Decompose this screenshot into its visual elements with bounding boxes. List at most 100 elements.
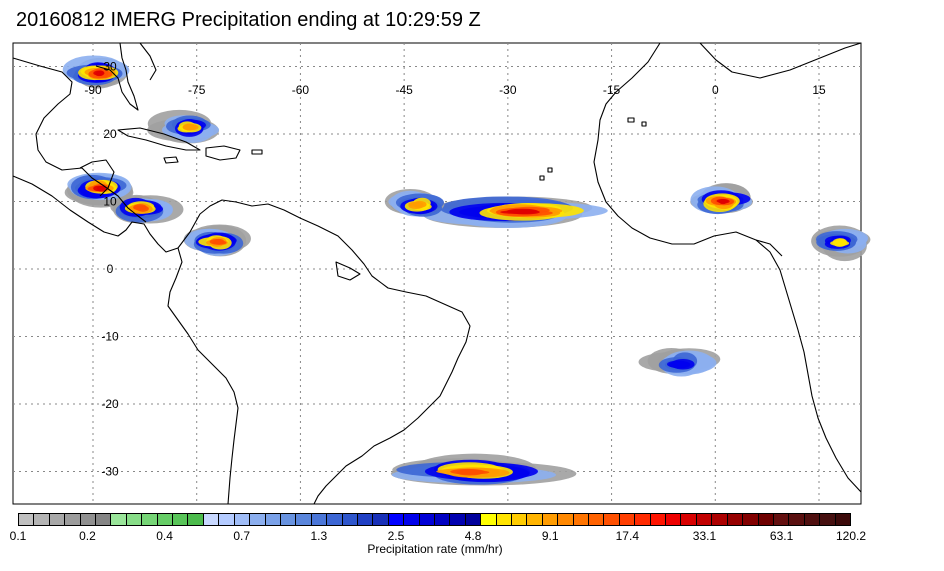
colorbar-swatch	[234, 514, 251, 525]
colorbar-swatch	[96, 514, 112, 525]
colorbar-swatch	[419, 514, 435, 525]
colorbar-swatch	[126, 514, 143, 525]
colorbar-tick-label: 17.4	[615, 529, 639, 543]
precip-contour	[133, 205, 146, 210]
colorbar-swatch	[142, 514, 158, 525]
colorbar-tick-label: 0.2	[79, 529, 96, 543]
coastlines	[12, 42, 862, 505]
colorbar-swatch	[681, 514, 697, 525]
precip-contour	[500, 210, 534, 214]
colorbar-title: Precipitation rate (mm/hr)	[367, 542, 503, 556]
colorbar-swatch	[280, 514, 297, 525]
colorbar-swatch	[758, 514, 774, 525]
coast-florida	[95, 42, 139, 111]
colorbar-swatch	[157, 514, 174, 525]
colorbar-swatch	[512, 514, 528, 525]
coast-gulf-of-guinea	[755, 239, 783, 257]
colorbar-tick-label: 4.8	[464, 529, 482, 543]
colorbar-swatch	[188, 514, 204, 525]
latitude-tick-label: 20	[103, 127, 117, 141]
colorbar-labels: 0.1 0.2 0.4 0.7 1.3 2.5 4.8 9.1 17.4 33.1 63.1 120.…	[0, 529, 944, 545]
colorbar-swatch	[111, 514, 127, 525]
colorbar-tick-label: 1.3	[310, 529, 328, 543]
latitude-tick-label: 10	[103, 195, 117, 209]
precip-contour	[834, 238, 848, 247]
colorbar-swatch	[311, 514, 328, 525]
colorbar-tick-label: 0.1	[9, 529, 27, 543]
colorbar-swatch	[527, 514, 543, 525]
colorbar	[18, 513, 851, 526]
coast-south-america	[235, 201, 471, 505]
latitude-tick-label: -30	[101, 465, 119, 479]
colorbar-swatch	[173, 514, 189, 525]
colorbar-swatch	[650, 514, 667, 525]
coast-cuba	[117, 127, 201, 151]
colorbar-swatch	[19, 514, 35, 525]
colorbar-swatch	[573, 514, 590, 525]
longitude-tick-label: -45	[395, 83, 413, 97]
map-frame	[12, 42, 862, 505]
colorbar-tick-label: 2.5	[387, 529, 405, 543]
coast-canary-islands	[627, 117, 647, 127]
colorbar-swatch	[481, 514, 497, 525]
precip-cell-caribbean-north	[147, 109, 220, 144]
precip-contour	[667, 360, 689, 368]
colorbar-swatch	[496, 514, 512, 525]
longitude-tick-label: -75	[188, 83, 206, 97]
precip-contour	[408, 202, 424, 210]
latitude-tick-label: 0	[107, 262, 114, 276]
coast-jamaica	[163, 156, 179, 164]
colorbar-tick-label: 9.1	[541, 529, 559, 543]
colorbar-swatch	[434, 514, 451, 525]
coast-africa-north	[699, 42, 862, 79]
colorbar-swatch	[589, 514, 605, 525]
colorbar-swatch	[357, 514, 374, 525]
coast-central-america	[12, 175, 237, 253]
precip-contour	[182, 124, 199, 131]
colorbar-swatch	[327, 514, 343, 525]
colorbar-swatch	[619, 514, 636, 525]
colorbar-swatch	[373, 514, 389, 525]
latitude-tick-label: 30	[103, 60, 117, 74]
colorbar-tick-label: 120.2	[835, 529, 867, 543]
colorbar-tick-label: 63.1	[769, 529, 794, 543]
coast-cape-verde	[539, 167, 553, 181]
colorbar-swatch	[604, 514, 620, 525]
precip-cell-central-america-coast	[110, 194, 184, 224]
colorbar-swatch	[465, 514, 482, 525]
precip-cell-south-atlantic-front	[390, 453, 577, 486]
coast-hispaniola	[205, 145, 241, 161]
coast-south-america-west	[167, 247, 239, 505]
axis-tick-labels: -90 -75 -60 -45 -30 -15 0 15 30 20 10 0 -10 -20 -30	[84, 60, 826, 479]
precip-cell-central-africa-cell	[811, 225, 871, 262]
longitude-tick-label: -90	[84, 83, 102, 97]
colorbar-swatch	[219, 514, 235, 525]
precip-contour	[213, 238, 225, 245]
latitude-tick-label: -10	[101, 330, 119, 344]
longitude-tick-label: -15	[603, 83, 621, 97]
colorbar-swatch	[635, 514, 651, 525]
colorbar-swatch	[80, 514, 97, 525]
precip-contour	[93, 185, 104, 192]
colorbar-swatch	[789, 514, 805, 525]
colorbar-swatch	[773, 514, 790, 525]
colorbar-swatch	[450, 514, 466, 525]
colorbar-tick-label: 33.1	[692, 529, 717, 543]
coast-puerto-rico	[251, 149, 263, 155]
colorbar-swatch	[342, 514, 358, 525]
coast-us-east	[139, 42, 157, 81]
precip-cell-south-atlantic-cell	[638, 347, 721, 377]
precip-contour	[456, 469, 484, 476]
colorbar-swatch	[820, 514, 836, 525]
colorbar-swatch	[696, 514, 713, 525]
colorbar-swatch	[804, 514, 821, 525]
colorbar-swatch	[296, 514, 312, 525]
colorbar-swatch	[835, 514, 850, 525]
precip-cell-colombia-interior	[183, 224, 251, 257]
longitude-tick-label: -30	[499, 83, 517, 97]
colorbar-swatch	[203, 514, 220, 525]
colorbar-swatch	[712, 514, 728, 525]
longitude-tick-label: 0	[712, 83, 719, 97]
precip-contour	[96, 70, 105, 76]
precip-contour	[717, 199, 730, 204]
